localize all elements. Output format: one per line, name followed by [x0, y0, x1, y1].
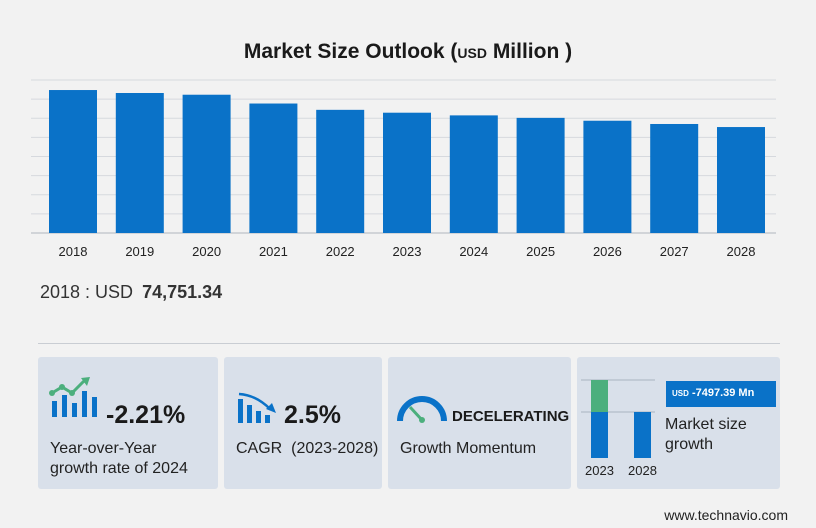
growth-year-start: 2023 — [585, 463, 614, 478]
bar-2022 — [316, 109, 365, 233]
cagr-desc: CAGR (2023-2028) — [236, 440, 379, 457]
cards-divider — [38, 343, 780, 344]
decline-chart-icon — [238, 392, 276, 423]
x-tick-label-2023: 2023 — [393, 244, 422, 259]
x-tick-label-2028: 2028 — [727, 244, 756, 259]
title-unit: Million — [492, 40, 560, 63]
growth-badge: USD -7497.39 Mn — [666, 381, 776, 407]
growth-desc-line2: growth — [665, 436, 714, 453]
yoy-card: -2.21% Year-over-Year growth rate of 202… — [38, 357, 218, 489]
bar-2026 — [583, 120, 632, 233]
base-year-summary: 2018 : USD 74,751.34 — [40, 282, 222, 303]
cagr-value: 2.5% — [284, 401, 341, 429]
growth-bar-2028 — [634, 412, 651, 458]
summary-value: 74,751.34 — [142, 282, 223, 302]
bar-2021 — [249, 103, 298, 234]
growth-card: 2023 2028 Market size growth — [577, 357, 780, 489]
bar-2027 — [650, 123, 699, 233]
footer-url[interactable]: www.technavio.com — [664, 507, 788, 523]
bar-2018 — [49, 90, 97, 234]
bar-2020 — [182, 94, 231, 233]
title-unit-small: USD — [457, 45, 487, 61]
momentum-value: DECELERATING — [452, 408, 570, 425]
growth-chart-icon — [49, 377, 97, 417]
x-tick-label-2024: 2024 — [459, 244, 488, 259]
bar-2024 — [449, 115, 498, 233]
bar-2025 — [516, 117, 565, 233]
bar-chart: 2018 2019 2020 2021 2022 2023 2024 2025 2026 2027… — [31, 79, 776, 259]
growth-year-end: 2028 — [628, 463, 657, 478]
gauge-icon — [397, 396, 447, 423]
x-tick-label-2027: 2027 — [660, 244, 689, 259]
chart-title: Market Size Outlook (USD Million ) — [0, 40, 816, 64]
summary-label: 2018 : USD — [40, 282, 134, 302]
momentum-card: DECELERATING Growth Momentum — [388, 357, 571, 489]
title-paren-open: ( — [450, 40, 458, 63]
growth-desc-line1: Market size — [665, 416, 747, 433]
yoy-desc-line2: growth rate of 2024 — [50, 460, 188, 477]
yoy-desc-line1: Year-over-Year — [50, 440, 157, 457]
momentum-desc: Growth Momentum — [400, 440, 537, 457]
growth-bar-increment — [591, 380, 608, 412]
x-tick-label-2019: 2019 — [125, 244, 154, 259]
bar-2028 — [717, 127, 765, 233]
chart-title-main: Market Size Outlook — [243, 40, 445, 63]
growth-bar-2023 — [591, 412, 608, 458]
x-tick-label-2018: 2018 — [59, 244, 88, 259]
growth-badge-usd: USD — [672, 389, 689, 398]
title-paren-close: ) — [565, 40, 573, 63]
cagr-card: 2.5% CAGR (2023-2028) — [224, 357, 382, 489]
x-tick-label-2021: 2021 — [259, 244, 288, 259]
growth-badge-value: -7497.39 Mn — [691, 387, 755, 399]
x-tick-label-2026: 2026 — [593, 244, 622, 259]
bar-2019 — [115, 93, 164, 233]
growth-mini-chart — [581, 379, 655, 458]
bar-2023 — [383, 112, 431, 233]
x-tick-label-2025: 2025 — [526, 244, 555, 259]
x-tick-label-2020: 2020 — [192, 244, 221, 259]
x-tick-label-2022: 2022 — [326, 244, 355, 259]
yoy-value: -2.21% — [106, 401, 186, 429]
